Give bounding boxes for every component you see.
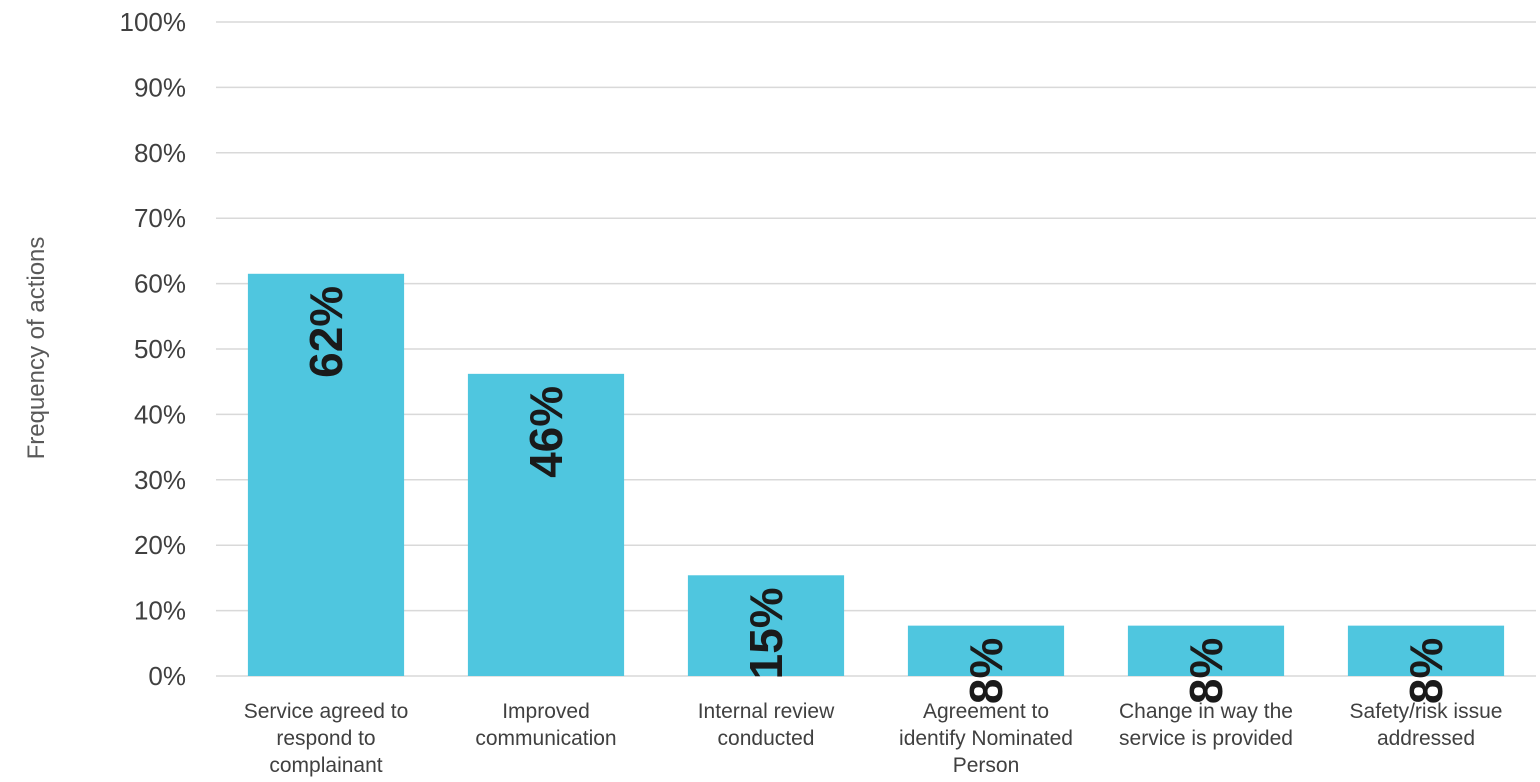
y-tick-label: 0% (148, 661, 186, 691)
gridlines (216, 21, 1536, 677)
data-label: 8% (1400, 638, 1452, 704)
y-tick-label: 10% (134, 596, 186, 626)
y-tick-label: 20% (134, 530, 186, 560)
y-axis-title: Frequency of actions (23, 237, 50, 460)
y-tick-label: 80% (134, 138, 186, 168)
y-tick-label: 60% (134, 269, 186, 299)
bar (467, 373, 625, 676)
y-tick-label: 100% (120, 7, 187, 37)
bar (687, 575, 845, 676)
data-label: 62% (300, 286, 352, 378)
x-category-label: Change in way the service is provided (1119, 700, 1293, 750)
y-tick-label: 40% (134, 399, 186, 429)
bar (1347, 625, 1505, 676)
x-category-label: Service agreed to respond to complainant (244, 700, 409, 777)
bar (907, 625, 1065, 676)
x-category-label: Agreement to identify Nominated Person (899, 700, 1073, 777)
bar (1127, 625, 1285, 676)
x-category-label: Improved communication (475, 700, 616, 750)
bar (247, 273, 405, 676)
data-label: 46% (520, 386, 572, 478)
y-axis-ticks: 0% 10% 20% 30% 40% 50% 60% 70% 80% 90% 100% (120, 7, 187, 691)
y-tick-label: 50% (134, 334, 186, 364)
x-category-label: Internal review conducted (698, 700, 835, 750)
data-labels: 62% 46% 15% 8% 8% 8% (300, 286, 1452, 704)
bars (247, 273, 1505, 676)
y-tick-label: 90% (134, 72, 186, 102)
data-label: 8% (1180, 638, 1232, 704)
data-label: 15% (740, 587, 792, 679)
x-category-label: Safety/risk issue addressed (1350, 700, 1503, 750)
category-labels: Service agreed to respond to complainant Im… (244, 700, 1503, 777)
y-tick-label: 70% (134, 203, 186, 233)
data-label: 8% (960, 638, 1012, 704)
y-tick-label: 30% (134, 465, 186, 495)
